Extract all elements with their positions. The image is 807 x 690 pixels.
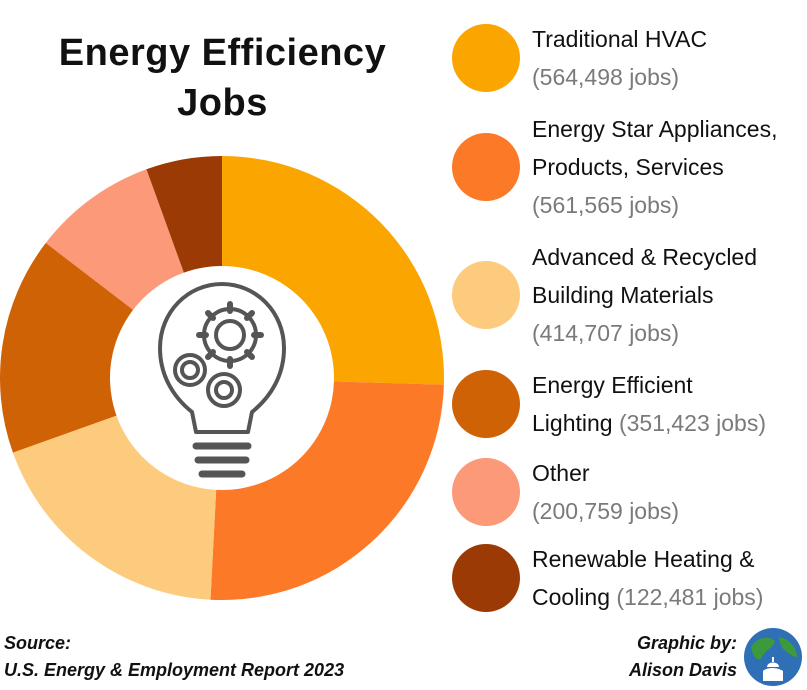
donut-chart xyxy=(0,156,444,600)
legend-swatch xyxy=(452,370,520,438)
lightbulb-gears-icon xyxy=(158,282,286,478)
donut-hole xyxy=(110,266,334,490)
legend-label: Energy Efficient Lighting (351,423 jobs) xyxy=(532,366,766,442)
legend-label-line: Energy Efficient xyxy=(532,372,693,398)
legend-jobs-count: (122,481 jobs) xyxy=(610,584,764,610)
legend-label: Traditional HVAC (564,498 jobs) xyxy=(532,20,707,96)
legend-swatch xyxy=(452,544,520,612)
legend-jobs-count: (351,423 jobs) xyxy=(612,410,767,436)
legend-jobs-count: (414,707 jobs) xyxy=(532,320,680,346)
legend-label: Other (200,759 jobs) xyxy=(532,454,679,530)
legend-label-line: Cooling xyxy=(532,584,610,610)
chart-title-line-1: Energy Efficiency xyxy=(58,32,387,74)
legend-swatch xyxy=(452,458,520,526)
source-label: Source: xyxy=(4,633,72,653)
legend-label: Renewable Heating & Cooling (122,481 jobs… xyxy=(532,540,763,616)
legend-label-line: Building Materials xyxy=(532,282,714,308)
legend-swatch xyxy=(452,24,520,92)
legend-jobs-count: (564,498 jobs) xyxy=(532,64,680,90)
legend-label-line: Energy Star Appliances, xyxy=(532,116,778,142)
source-text: U.S. Energy & Employment Report 2023 xyxy=(4,660,345,680)
credit-name: Alison Davis xyxy=(628,660,737,680)
legend-label-line: Other xyxy=(532,460,590,486)
legend: Traditional HVAC (564,498 jobs) Energy Sta… xyxy=(448,0,807,620)
credit-note: Graphic by: Alison Davis xyxy=(629,630,737,684)
globe-capitol-icon xyxy=(744,628,802,686)
chart-title-line-2: Jobs xyxy=(177,82,268,124)
legend-label-line: Lighting xyxy=(532,410,613,436)
legend-label: Energy Star Appliances, Products, Service… xyxy=(532,110,777,224)
legend-jobs-count: (200,759 jobs) xyxy=(532,498,680,524)
legend-label-line: Renewable Heating & xyxy=(532,546,755,572)
donut-slice-4 xyxy=(0,242,222,453)
legend-label-line: Advanced & Recycled xyxy=(532,244,758,270)
legend-label-line: Traditional HVAC xyxy=(532,26,708,52)
source-note: Source: U.S. Energy & Employment Report … xyxy=(4,630,344,684)
legend-label: Advanced & Recycled Building Materials (41… xyxy=(532,238,757,352)
chart-title: Energy Efficiency Jobs xyxy=(20,28,425,128)
credit-label: Graphic by: xyxy=(636,633,737,653)
legend-swatch xyxy=(452,133,520,201)
legend-swatch xyxy=(452,261,520,329)
legend-jobs-count: (561,565 jobs) xyxy=(532,192,680,218)
legend-label-line: Products, Services xyxy=(532,154,724,180)
